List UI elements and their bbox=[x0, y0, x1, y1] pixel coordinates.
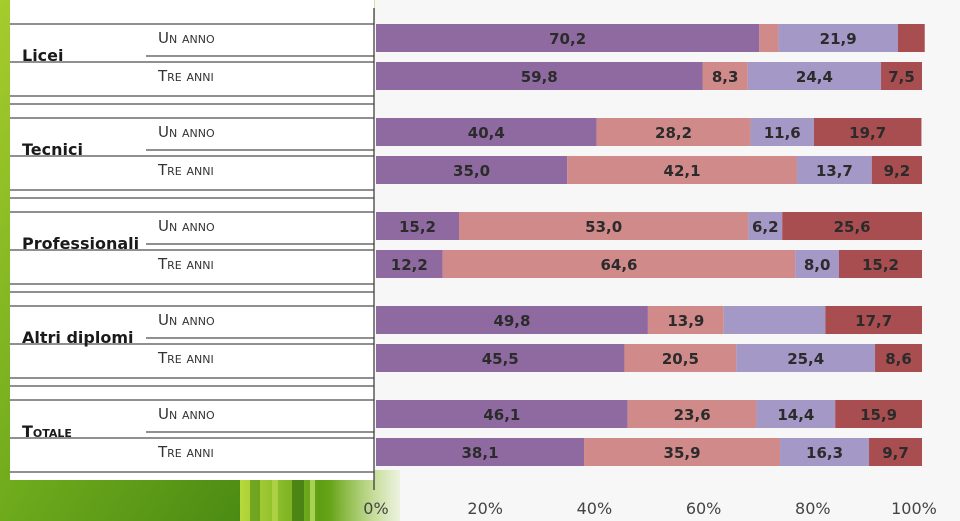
bar-segment bbox=[839, 250, 922, 278]
x-tick-label: 0% bbox=[363, 499, 389, 518]
data-label: 38,1 bbox=[462, 444, 499, 462]
bar-segment bbox=[875, 344, 922, 372]
data-label: 23,6 bbox=[674, 406, 711, 424]
x-tick-label: 40% bbox=[576, 499, 613, 518]
bar-segment bbox=[376, 250, 443, 278]
bar-segment bbox=[813, 118, 922, 146]
bar-segment bbox=[442, 250, 796, 278]
bar-segment bbox=[723, 306, 826, 334]
x-tick-label: 100% bbox=[891, 499, 937, 518]
bar-segment bbox=[567, 156, 797, 184]
data-label: 40,4 bbox=[468, 124, 505, 142]
bar-segment bbox=[702, 62, 748, 90]
data-label: 70,2 bbox=[549, 30, 586, 48]
data-label: 20,5 bbox=[662, 350, 699, 368]
bar-segment bbox=[458, 212, 749, 240]
group-label: Professionali bbox=[22, 234, 140, 253]
bar-segment bbox=[627, 400, 757, 428]
data-label: 53,0 bbox=[585, 218, 622, 236]
data-label: 35,9 bbox=[664, 444, 701, 462]
data-label: 59,8 bbox=[521, 68, 558, 86]
data-label: 49,8 bbox=[493, 312, 530, 330]
data-label: 15,9 bbox=[860, 406, 897, 424]
data-label: 7,5 bbox=[888, 68, 915, 86]
bar-segment bbox=[376, 62, 703, 90]
bar-segment bbox=[376, 118, 597, 146]
bar-segment bbox=[376, 156, 568, 184]
data-label: 24,4 bbox=[796, 68, 833, 86]
bar-segment bbox=[376, 400, 628, 428]
data-label: 13,9 bbox=[667, 312, 704, 330]
bar-segment bbox=[750, 118, 814, 146]
data-label: 15,2 bbox=[862, 256, 899, 274]
bar-segment bbox=[782, 212, 922, 240]
data-label: 46,1 bbox=[483, 406, 520, 424]
bar-segment bbox=[881, 62, 922, 90]
row-label: Un anno bbox=[158, 311, 215, 329]
bar-segment bbox=[736, 344, 876, 372]
data-label: 11,6 bbox=[764, 124, 801, 142]
row-label: Tre anni bbox=[158, 349, 214, 367]
bar-segment bbox=[624, 344, 737, 372]
data-label: 8,6 bbox=[885, 350, 912, 368]
data-label: 9,7 bbox=[882, 444, 909, 462]
bar-segment bbox=[596, 118, 751, 146]
bar-segment bbox=[759, 24, 779, 52]
data-label: 45,5 bbox=[482, 350, 519, 368]
bar-segment bbox=[778, 24, 898, 52]
data-label: 6,2 bbox=[752, 218, 779, 236]
row-label: Tre anni bbox=[158, 443, 214, 461]
group-label: Altri diplomi bbox=[22, 328, 134, 347]
data-label: 16,3 bbox=[806, 444, 843, 462]
data-label: 25,6 bbox=[834, 218, 871, 236]
data-label: 17,7 bbox=[855, 312, 892, 330]
data-label: 13,7 bbox=[816, 162, 853, 180]
x-tick-label: 80% bbox=[795, 499, 831, 518]
x-tick-label: 20% bbox=[467, 499, 503, 518]
bar-segment bbox=[756, 400, 836, 428]
bar-segment bbox=[748, 212, 783, 240]
data-label: 15,2 bbox=[399, 218, 436, 236]
bar-segment bbox=[376, 24, 760, 52]
row-label: Tre anni bbox=[158, 67, 214, 85]
data-label: 8,0 bbox=[804, 256, 831, 274]
bar-segment bbox=[835, 400, 922, 428]
bar-segment bbox=[825, 306, 922, 334]
data-label: 42,1 bbox=[664, 162, 701, 180]
bar-segment bbox=[376, 438, 585, 466]
bar-segment bbox=[796, 156, 872, 184]
bar-segment bbox=[747, 62, 882, 90]
row-label: Tre anni bbox=[158, 161, 214, 179]
bar-segment bbox=[780, 438, 870, 466]
data-label: 12,2 bbox=[391, 256, 428, 274]
data-label: 25,4 bbox=[787, 350, 824, 368]
group-label: Tecnici bbox=[22, 140, 83, 159]
bar-segment bbox=[869, 438, 922, 466]
row-label: Un anno bbox=[158, 29, 215, 47]
data-label: 8,3 bbox=[712, 68, 739, 86]
data-label: 14,4 bbox=[777, 406, 814, 424]
bar-segment bbox=[871, 156, 922, 184]
group-label: Licei bbox=[22, 46, 64, 65]
row-label: Un anno bbox=[158, 123, 215, 141]
row-label: Un anno bbox=[158, 217, 215, 235]
data-label: 21,9 bbox=[820, 30, 857, 48]
bar-segment bbox=[584, 438, 781, 466]
data-label: 19,7 bbox=[849, 124, 886, 142]
x-tick-label: 60% bbox=[685, 499, 722, 518]
bar-segment bbox=[647, 306, 724, 334]
row-label: Tre anni bbox=[158, 255, 214, 273]
row-label: Un anno bbox=[158, 405, 215, 423]
data-label: 9,2 bbox=[884, 162, 911, 180]
bar-segment bbox=[795, 250, 840, 278]
bar-segment bbox=[376, 344, 625, 372]
data-label: 35,0 bbox=[453, 162, 490, 180]
bar-segment bbox=[897, 24, 925, 52]
bar-segment bbox=[376, 212, 459, 240]
data-label: 64,6 bbox=[600, 256, 637, 274]
data-label: 28,2 bbox=[655, 124, 692, 142]
group-label: Totale bbox=[22, 422, 72, 441]
bar-segment bbox=[376, 306, 648, 334]
